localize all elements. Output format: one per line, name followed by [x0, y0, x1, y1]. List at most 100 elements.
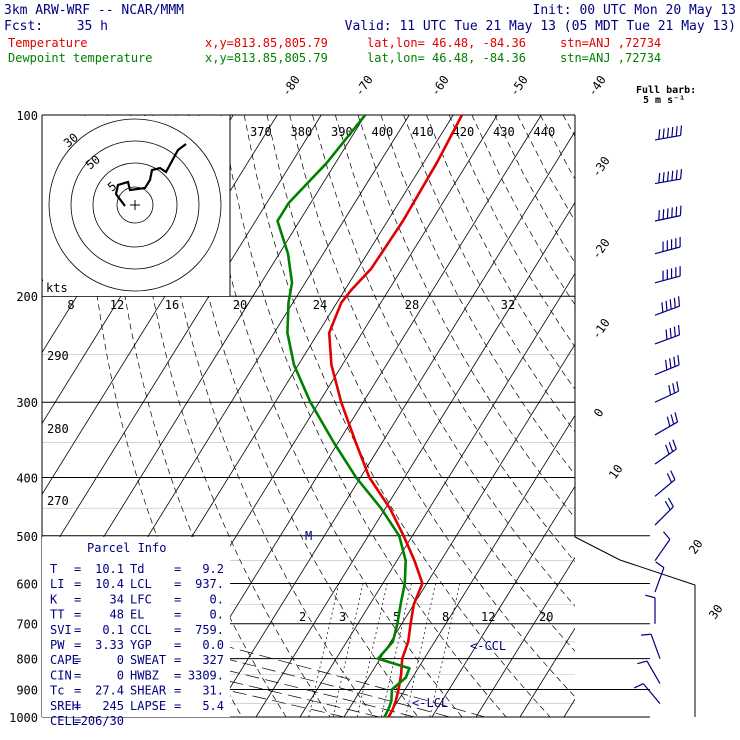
parcel-info-cell: 0.	[210, 592, 224, 606]
hodograph-ring	[116, 186, 154, 224]
dry-adiabat-line	[539, 115, 575, 180]
mixing-ratio-label: 20	[539, 610, 553, 624]
parcel-info-cell: 3309.	[188, 668, 224, 682]
wind-barb-flag	[671, 126, 674, 137]
dry-adiabat-line	[243, 115, 551, 717]
wind-barb-flag	[666, 473, 673, 483]
temperature-xy: x,y=813.85,805.79	[205, 36, 328, 50]
parcel-info-cell: 327	[202, 653, 224, 667]
parcel-info-cell: CELL	[50, 714, 79, 728]
parcel-info-cell: =	[74, 699, 81, 713]
parcel-info-cell: 34	[110, 592, 124, 606]
wind-barb-flag	[680, 125, 683, 136]
pressure-tick-label: 200	[16, 290, 38, 304]
dewpoint-station: stn=ANJ ,72734	[560, 51, 661, 65]
parcel-info-cell: =	[74, 684, 81, 698]
parcel-info-cell: K	[50, 592, 58, 606]
parcel-info-cell: 0.0	[202, 638, 224, 652]
frame-right-lower	[574, 536, 696, 717]
mixing-ratio-label: 2	[299, 610, 306, 624]
header: 3km ARW-WRF -- NCAR/MMM Init: 00 UTC Mon…	[4, 3, 736, 65]
parcel-info-cell: LCL	[130, 577, 152, 591]
parcel-info-cell: =	[74, 562, 81, 576]
parcel-info-cell: CAPE	[50, 653, 79, 667]
barb-legend-title: Full barb:	[636, 85, 696, 96]
wind-barb-flag	[669, 358, 672, 369]
parcel-info-cell: 206/30	[81, 714, 124, 728]
isotherm-label: 10	[606, 462, 626, 482]
parcel-info-cell: 27.4	[95, 684, 124, 698]
wind-barb-flag	[673, 356, 676, 367]
mixing-ratio-line	[332, 583, 364, 717]
isotherm-line	[255, 201, 575, 717]
hodograph-speed-label: 32	[501, 298, 515, 312]
parcel-info-cell: 9.2	[202, 562, 224, 576]
pressure-tick-label: 600	[16, 577, 38, 591]
parcel-info-cell: =	[174, 608, 181, 622]
wind-barb-flag	[672, 383, 676, 394]
isotherm-label: -80	[279, 73, 303, 99]
forecast-hours: 35 h	[77, 19, 108, 34]
wind-barb-flag	[673, 297, 676, 308]
wind-barb-flag	[662, 128, 665, 139]
temperature-line	[327, 114, 464, 718]
wind-barb-flag	[674, 412, 679, 423]
parcel-info-cell: =	[174, 668, 181, 682]
wind-barb-flag	[677, 296, 681, 307]
isotherm-label: -60	[428, 73, 452, 99]
wind-barb-flag	[680, 169, 683, 180]
dry-adiabat-label: 410	[412, 125, 434, 139]
barb-legend-units: 5 m s⁻¹	[643, 95, 685, 106]
parcel-info-cell: CIN	[50, 668, 72, 682]
wind-barb-flag	[668, 442, 674, 452]
isotherm-label: 20	[686, 537, 706, 557]
hodograph-ring	[70, 140, 200, 270]
wind-barb-flag	[669, 299, 672, 310]
parcel-info-cell: SHEAR	[130, 684, 167, 698]
parcel-info-cell: 10.4	[95, 577, 124, 591]
isotherm-line	[431, 485, 575, 717]
parcel-info-cell: 5.4	[202, 699, 224, 713]
dry-adiabat-line	[152, 115, 375, 717]
dry-adiabat-label: 270	[47, 494, 69, 508]
pressure-tick-label: 1000	[9, 711, 38, 725]
parcel-info-cell: 0	[117, 653, 124, 667]
hodograph-speed-label: 20	[233, 298, 247, 312]
parcel-info-cell: SVI	[50, 623, 72, 637]
dry-adiabat-line	[266, 115, 575, 698]
hodograph-speed-label: 24	[313, 298, 327, 312]
dry-adiabat-line	[517, 115, 575, 222]
wind-barb-flag	[664, 500, 671, 511]
isotherm-line	[608, 115, 740, 717]
mixing-ratio-label: 3	[339, 610, 346, 624]
wind-barb-flag	[676, 381, 680, 392]
parcel-info-cell: 10.1	[95, 562, 124, 576]
wind-barb-flag	[662, 172, 665, 183]
dry-adiabat-label: 430	[493, 125, 515, 139]
wind-barb-flag	[667, 497, 674, 508]
pressure-tick-label: 500	[16, 530, 38, 544]
parcel-info-cell: =	[174, 592, 181, 606]
wind-barb-shaft	[654, 539, 671, 562]
dry-adiabat-line	[198, 115, 463, 717]
dry-adiabat-line	[562, 115, 575, 137]
wind-barb-shaft	[650, 634, 661, 659]
parcel-info-cell: =	[74, 608, 81, 622]
isotherm-line	[343, 343, 575, 717]
parcel-info-cell: EL	[130, 608, 144, 622]
parcel-info-cell: 48	[110, 608, 124, 622]
isotherm-line	[42, 115, 322, 567]
dry-adiabat-line	[107, 115, 287, 717]
wind-barb-flag	[673, 326, 676, 337]
moist-adiabat-line	[42, 597, 485, 717]
parcel-info-cell: =	[74, 668, 81, 682]
parcel-info-cell: =	[74, 638, 81, 652]
pressure-tick-label: 400	[16, 471, 38, 485]
parcel-info-cell: =	[174, 684, 181, 698]
wind-barb-flag	[655, 561, 665, 569]
wind-barb-flag	[670, 470, 676, 480]
parcel-info-cell: =	[174, 623, 181, 637]
parcel-info-cell: LI	[50, 577, 64, 591]
parcel-info-cell: 3.33	[95, 638, 124, 652]
parcel-info-cell: =	[74, 653, 81, 667]
